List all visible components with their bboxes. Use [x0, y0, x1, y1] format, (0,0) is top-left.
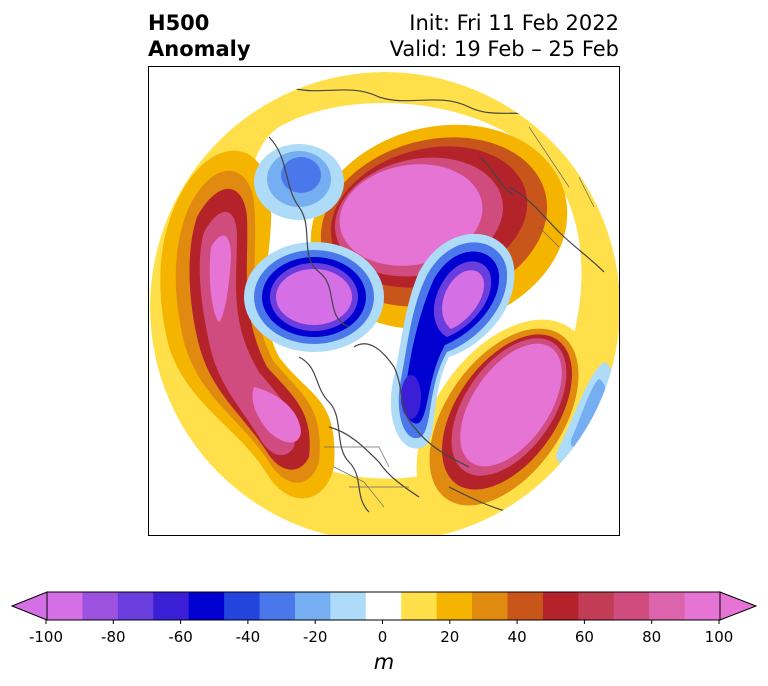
anomaly-map	[148, 66, 620, 536]
colorbar-cell	[117, 592, 154, 620]
scandinavia-negative-center	[390, 233, 515, 449]
pacific-positive-lobe	[160, 150, 335, 499]
colorbar-max-extend	[719, 591, 758, 621]
political-borders	[324, 126, 595, 508]
colorbar-cell	[294, 592, 331, 620]
colorbar-tick-label: -40	[235, 628, 261, 646]
okhotsk-negative-patch	[254, 144, 344, 220]
colorbar-tick-label: -100	[28, 628, 64, 646]
init-date: Init: Fri 11 Feb 2022	[409, 11, 619, 35]
colorbar-tick-label: 100	[704, 628, 734, 646]
colorbar-cell	[330, 592, 367, 620]
colorbar-cell	[578, 592, 615, 620]
colorbar-cell	[401, 592, 438, 620]
colorbar-cell	[472, 592, 508, 620]
europe-east-negative-sliver	[556, 362, 614, 464]
colorbar-cell	[649, 592, 686, 620]
colorbar-cell	[365, 592, 402, 620]
colorbar-tick-label: 0	[377, 628, 388, 646]
colorbar-tick-label: -80	[101, 628, 126, 646]
colorbar-cell	[613, 592, 650, 620]
colorbar-cell	[47, 592, 83, 620]
colorbar-cell	[82, 592, 119, 620]
forecast-dates: Init: Fri 11 Feb 2022 Valid: 19 Feb – 25…	[390, 10, 619, 62]
colorbar-tick-label: -60	[168, 628, 193, 646]
colorbar-border	[46, 591, 721, 621]
colorbar-cell	[224, 592, 261, 620]
atlantic-positive-lobe	[416, 319, 592, 525]
colorbar-cell	[436, 592, 473, 620]
valid-range: Valid: 19 Feb – 25 Feb	[389, 37, 619, 61]
colorbar-tick-label: -20	[302, 628, 328, 646]
colorbar-cell	[542, 592, 579, 620]
chart-title: H500 Anomaly	[148, 10, 251, 62]
colorbar-cell	[153, 592, 190, 620]
colorbar-tick-label: 60	[574, 628, 594, 646]
colorbar-min-extend	[10, 591, 48, 621]
title-line-2: Anomaly	[148, 37, 251, 61]
colorbar-cell	[684, 592, 721, 620]
colorbar-tick-label: 40	[507, 628, 527, 646]
colorbar-cell	[188, 592, 225, 620]
siberia-negative-center	[244, 242, 384, 352]
colorbar-tick-label: 20	[440, 628, 460, 646]
colorbar-unit: m	[373, 650, 395, 674]
colorbar-cell	[507, 592, 544, 620]
title-line-1: H500	[148, 11, 210, 35]
colorbar-tick-label: 80	[642, 628, 662, 646]
colorbar-cell	[259, 592, 296, 620]
colorbar	[10, 591, 758, 624]
map-canvas	[150, 72, 619, 535]
